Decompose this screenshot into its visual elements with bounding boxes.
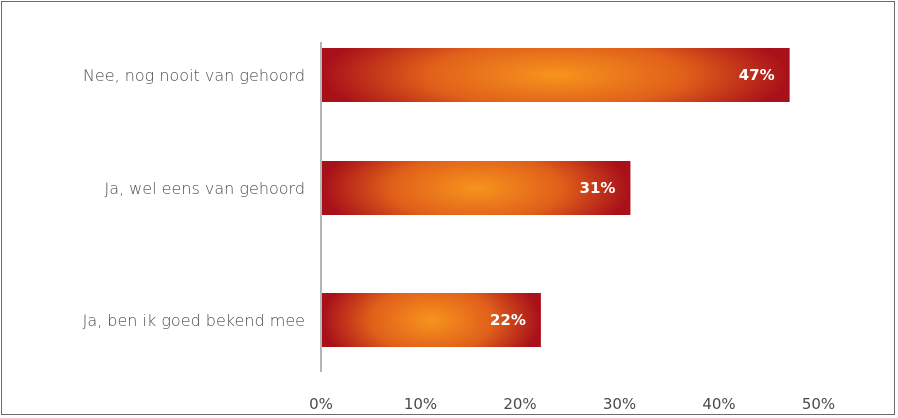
x-tick-label-3: 30% — [603, 395, 636, 413]
bar-0 — [322, 48, 790, 102]
category-label-1: Ja, wel eens van gehoord — [104, 179, 305, 198]
x-tick-label-0: 0% — [309, 395, 333, 413]
x-tick-label-1: 10% — [404, 395, 437, 413]
x-tick-label-2: 20% — [503, 395, 536, 413]
bar-1 — [322, 161, 631, 215]
bar-2 — [322, 293, 541, 347]
x-tick-label-5: 50% — [802, 395, 835, 413]
data-label-2: 22% — [490, 311, 526, 329]
category-label-0: Nee, nog nooit van gehoord — [83, 66, 305, 85]
category-label-2: Ja, ben ik goed bekend mee — [83, 311, 305, 330]
x-tick-label-4: 40% — [702, 395, 735, 413]
data-label-1: 31% — [580, 179, 616, 197]
data-label-0: 47% — [739, 66, 775, 84]
